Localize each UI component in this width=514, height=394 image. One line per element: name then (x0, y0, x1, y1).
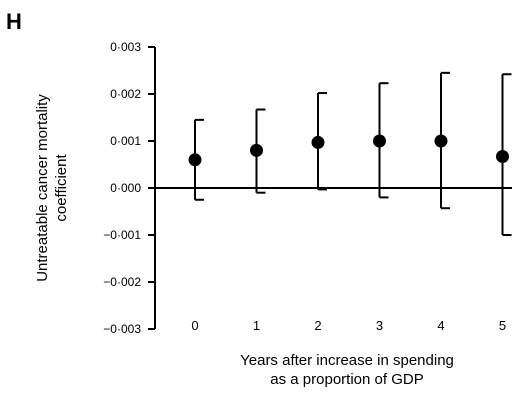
data-point-marker (373, 134, 386, 148)
x-axis-title-line-1: Years after increase in spending (240, 352, 454, 369)
y-tick-label: −0·003 (103, 322, 141, 336)
y-tick-label: 0·000 (110, 181, 141, 195)
y-axis-ticks: 0·003 0·002 0·001 0·000 −0·001 −0·002 −0·003 (103, 40, 155, 336)
y-tick-label: 0·001 (110, 134, 141, 148)
x-axis-tick-labels: 0 1 2 3 4 5 (191, 318, 506, 333)
y-tick-label: 0·002 (110, 87, 141, 101)
y-tick-label: 0·003 (110, 40, 141, 54)
x-tick-label: 4 (437, 318, 444, 333)
x-tick-label: 5 (499, 318, 506, 333)
y-axis-title-line-2: coefficient (53, 154, 70, 222)
data-point-marker (311, 135, 325, 149)
x-axis-title-line-2: as a proportion of GDP (270, 371, 423, 388)
data-point-marker (250, 143, 263, 157)
data-points (188, 71, 512, 236)
x-tick-label: 1 (253, 318, 260, 333)
data-point-marker (434, 134, 448, 148)
y-tick-label: −0·002 (103, 275, 141, 289)
data-point-marker (496, 150, 509, 164)
x-tick-label: 3 (376, 318, 383, 333)
x-tick-label: 2 (314, 318, 321, 333)
x-tick-label: 0 (191, 318, 198, 333)
data-point-marker (188, 153, 202, 167)
panel-label: H (6, 9, 22, 34)
y-axis-title-line-1: Untreatable cancer mortality (34, 94, 51, 282)
y-tick-label: −0·001 (103, 228, 141, 242)
